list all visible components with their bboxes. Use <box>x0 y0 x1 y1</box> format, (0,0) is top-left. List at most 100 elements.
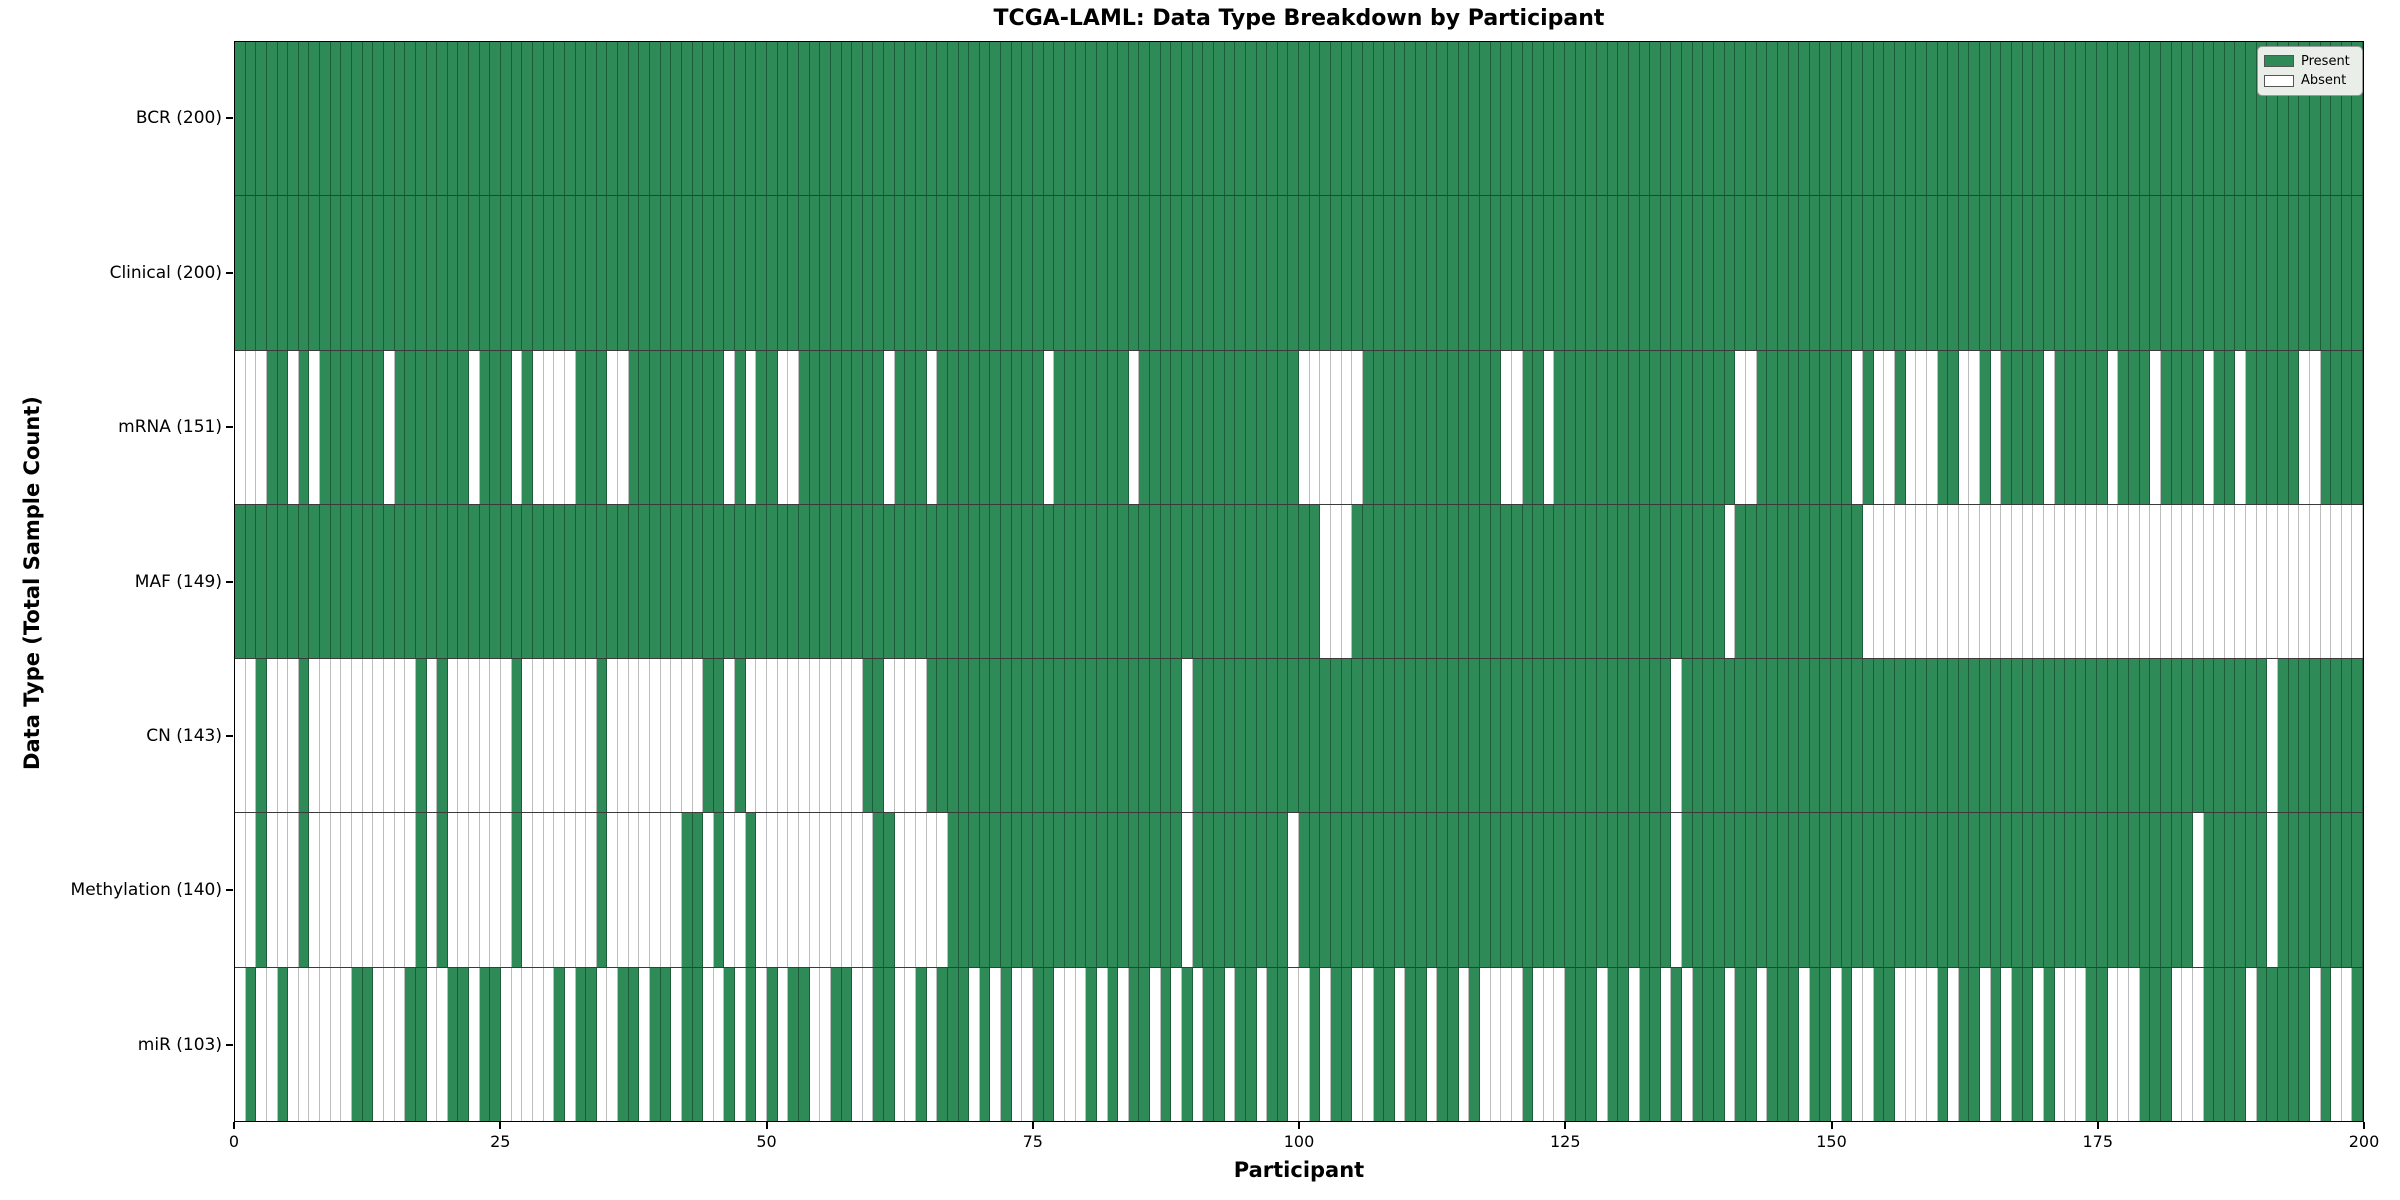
heatmap-cell <box>469 659 480 813</box>
heatmap-cell <box>1384 196 1395 350</box>
heatmap-cell <box>554 504 565 659</box>
heatmap-cell <box>1809 350 1821 504</box>
heatmap-cell <box>394 813 406 967</box>
heatmap-cell <box>501 42 512 196</box>
heatmap-cell <box>1160 350 1172 504</box>
heatmap-cell <box>447 504 459 659</box>
heatmap-cell <box>266 967 278 1121</box>
heatmap-cell <box>798 504 810 659</box>
y-tick-label-MAF: MAF (149) <box>134 571 222 592</box>
heatmap-cell <box>1437 813 1449 967</box>
heatmap-cell <box>1245 813 1257 967</box>
heatmap-cell <box>330 42 342 196</box>
heatmap-cell <box>394 967 406 1121</box>
heatmap-cell <box>713 350 725 504</box>
heatmap-cell <box>1958 42 1970 196</box>
heatmap-cell <box>245 42 257 196</box>
heatmap-cell <box>1799 196 1810 350</box>
heatmap-cell <box>277 350 289 504</box>
heatmap-cell <box>1692 967 1704 1121</box>
heatmap-cell <box>1575 504 1587 659</box>
heatmap-cell <box>1852 504 1864 659</box>
heatmap-cell <box>1628 196 1640 350</box>
heatmap-cell <box>1618 350 1629 504</box>
heatmap-cell <box>1628 504 1640 659</box>
heatmap-cell <box>1565 659 1576 813</box>
heatmap-cell <box>469 813 480 967</box>
heatmap-cell <box>543 813 555 967</box>
heatmap-cell <box>2182 42 2193 196</box>
heatmap-cell <box>564 350 576 504</box>
heatmap-cell <box>426 196 438 350</box>
heatmap-cell <box>1565 504 1576 659</box>
heatmap-cell <box>1448 659 1459 813</box>
heatmap-cell <box>1511 42 1523 196</box>
heatmap-cell <box>979 350 991 504</box>
heatmap-cell <box>1820 659 1832 813</box>
heatmap-cell <box>1894 350 1906 504</box>
heatmap-cell <box>490 504 502 659</box>
heatmap-cell <box>352 350 363 504</box>
heatmap-cell <box>2054 42 2066 196</box>
heatmap-cell <box>1533 967 1544 1121</box>
heatmap-cell <box>2278 42 2289 196</box>
heatmap-cell <box>1479 659 1491 813</box>
heatmap-cell <box>1405 659 1417 813</box>
legend-entry-absent: Absent <box>2264 73 2356 88</box>
heatmap-cell <box>798 659 810 813</box>
heatmap-cell <box>309 659 321 813</box>
heatmap-cell <box>1788 813 1800 967</box>
heatmap-cell <box>2097 196 2108 350</box>
heatmap-cell <box>2086 42 2098 196</box>
heatmap-cell <box>2001 659 2012 813</box>
heatmap-cell <box>1150 504 1161 659</box>
heatmap-cell <box>1926 350 1938 504</box>
heatmap-cell <box>1969 504 1981 659</box>
heatmap-cell <box>979 967 991 1121</box>
heatmap-cell <box>2033 350 2044 504</box>
heatmap-cell <box>756 504 768 659</box>
heatmap-cell <box>1437 967 1449 1121</box>
heatmap-cell <box>1203 196 1214 350</box>
heatmap-cell <box>501 967 512 1121</box>
heatmap-cell <box>394 504 406 659</box>
heatmap-cell <box>1064 42 1076 196</box>
heatmap-cell <box>745 967 757 1121</box>
heatmap-cell <box>298 967 310 1121</box>
heatmap-cell <box>1362 196 1374 350</box>
heatmap-cell <box>1405 813 1417 967</box>
heatmap-cell <box>373 42 384 196</box>
absent-swatch-icon <box>2264 74 2294 87</box>
heatmap-cell <box>777 659 789 813</box>
heatmap-cell <box>1277 659 1289 813</box>
heatmap-cell <box>1011 196 1023 350</box>
heatmap-cell <box>1033 967 1044 1121</box>
heatmap-cell <box>1745 967 1757 1121</box>
heatmap-cell <box>2288 196 2300 350</box>
heatmap-cell <box>1926 967 1938 1121</box>
x-tick-label-200: 200 <box>2348 1132 2380 1151</box>
heatmap-cell <box>1628 42 1640 196</box>
heatmap-cell <box>1841 659 1853 813</box>
heatmap-cell <box>1650 504 1661 659</box>
heatmap-cell <box>1522 504 1534 659</box>
heatmap-cell <box>383 42 395 196</box>
heatmap-cell <box>1501 196 1512 350</box>
heatmap-cell <box>341 196 353 350</box>
heatmap-cell <box>1426 659 1438 813</box>
heatmap-cell <box>554 350 565 504</box>
heatmap-cell <box>2224 196 2236 350</box>
heatmap-cell <box>969 42 980 196</box>
heatmap-cell <box>607 196 619 350</box>
heatmap-cell <box>277 42 289 196</box>
heatmap-cell <box>692 967 704 1121</box>
heatmap-cell <box>1852 196 1864 350</box>
heatmap-cell <box>479 813 491 967</box>
heatmap-cell <box>671 967 682 1121</box>
heatmap-cell <box>1916 504 1927 659</box>
heatmap-cell <box>1309 196 1321 350</box>
heatmap-cell <box>1799 42 1810 196</box>
heatmap-cell <box>1245 504 1257 659</box>
heatmap-cell <box>1075 350 1087 504</box>
heatmap-cell <box>2054 659 2066 813</box>
